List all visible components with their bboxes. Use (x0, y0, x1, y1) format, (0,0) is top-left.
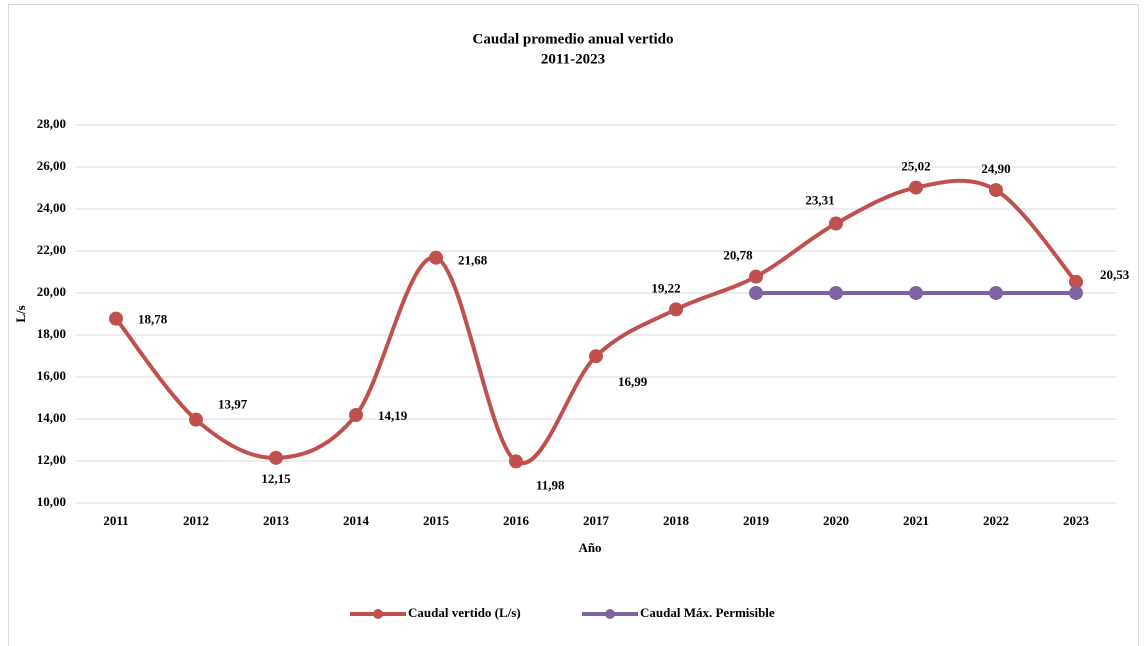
y-tick-label: 26,00 (37, 158, 66, 173)
x-tick-label: 2016 (503, 513, 530, 528)
x-tick-label: 2015 (423, 513, 450, 528)
data-label: 16,99 (618, 374, 648, 389)
x-tick-label: 2022 (983, 513, 1009, 528)
legend-label: Caudal vertido (L/s) (408, 605, 521, 620)
point (429, 250, 443, 265)
chart-title: Caudal promedio anual vertido (473, 31, 674, 47)
x-tick-label: 2013 (263, 513, 290, 528)
y-tick-label: 12,00 (37, 452, 66, 467)
x-tick-label: 2014 (343, 513, 370, 528)
y-tick-label: 28,00 (37, 116, 66, 131)
x-tick-label: 2019 (743, 513, 770, 528)
data-label: 11,98 (536, 477, 565, 492)
data-label: 25,02 (901, 159, 930, 174)
point (1069, 274, 1083, 289)
legend-marker (605, 609, 615, 619)
data-label: 21,68 (458, 253, 488, 268)
y-axis-title: L/s (13, 305, 28, 322)
x-tick-label: 2018 (663, 513, 690, 528)
data-label: 14,19 (378, 408, 408, 423)
point (669, 302, 683, 317)
data-label: 13,97 (218, 397, 248, 412)
data-label: 20,78 (723, 248, 753, 263)
point (909, 180, 923, 195)
chart-subtitle: 2011-2023 (541, 51, 605, 67)
x-axis-title: Año (578, 540, 601, 555)
point (749, 286, 763, 300)
chart-frame (8, 4, 1139, 646)
point (989, 183, 1003, 198)
y-tick-label: 10,00 (37, 494, 66, 509)
point (749, 269, 763, 284)
point (509, 454, 523, 469)
data-label: 12,15 (261, 471, 291, 486)
legend-marker (373, 609, 383, 619)
point (269, 450, 283, 465)
point (829, 216, 843, 231)
point (189, 412, 203, 427)
data-label: 19,22 (651, 280, 680, 295)
data-label: 24,90 (981, 161, 1010, 176)
x-tick-label: 2017 (583, 513, 610, 528)
point (1069, 286, 1083, 300)
point (589, 349, 603, 364)
legend-label: Caudal Máx. Permisible (640, 605, 775, 620)
y-tick-label: 16,00 (37, 368, 66, 383)
y-tick-label: 24,00 (37, 200, 66, 215)
point (909, 286, 923, 300)
y-tick-label: 20,00 (37, 284, 66, 299)
x-tick-label: 2023 (1063, 513, 1090, 528)
x-tick-label: 2012 (183, 513, 209, 528)
y-tick-label: 14,00 (37, 410, 66, 425)
data-label: 23,31 (805, 192, 834, 207)
x-tick-label: 2021 (903, 513, 929, 528)
point (109, 311, 123, 326)
point (829, 286, 843, 300)
data-label: 20,53 (1100, 267, 1130, 282)
point (989, 286, 1003, 300)
point (349, 408, 363, 423)
y-tick-label: 18,00 (37, 326, 66, 341)
x-tick-label: 2011 (103, 513, 128, 528)
y-tick-label: 22,00 (37, 242, 66, 257)
data-label: 18,78 (138, 312, 168, 327)
x-tick-label: 2020 (823, 513, 849, 528)
